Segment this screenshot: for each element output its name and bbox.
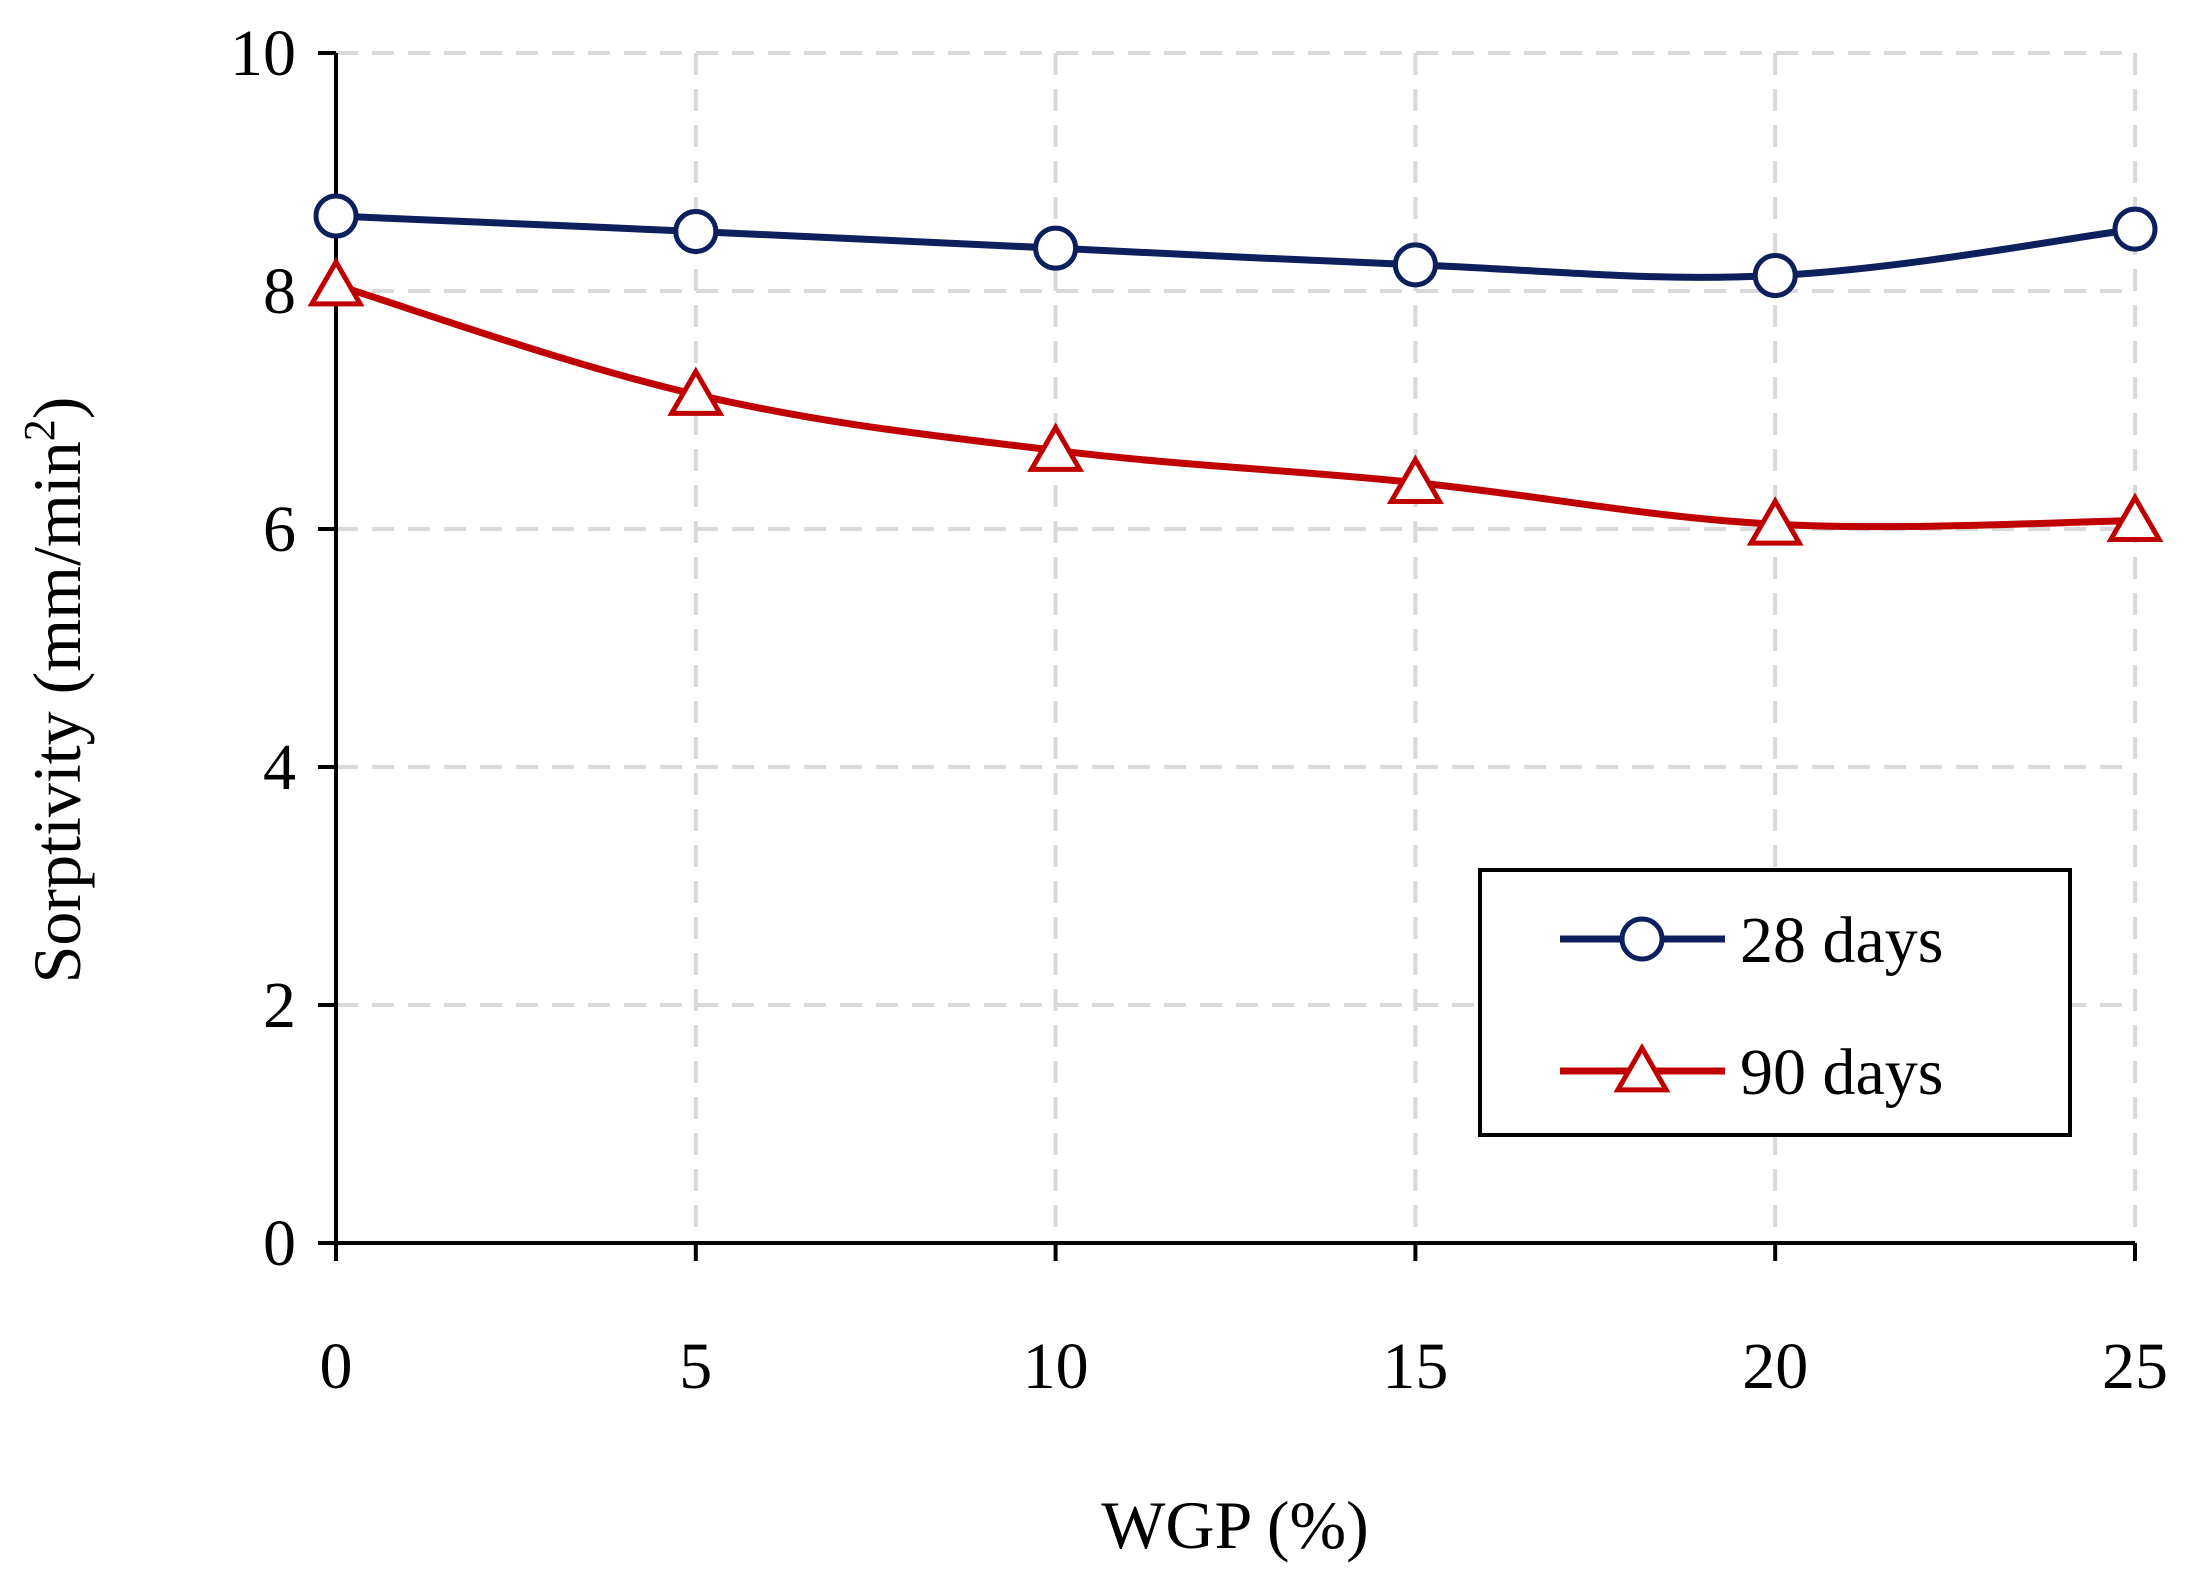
legend-label-90-days: 90 days	[1740, 1036, 1943, 1109]
legend-item-28-days: 28 days	[1560, 904, 1943, 977]
y-tick-label-8: 8	[263, 255, 296, 328]
series-90-days	[307, 257, 2164, 546]
legend-marker-28-days	[1619, 916, 1665, 962]
data-point-28-days-10	[1033, 225, 1079, 271]
series-line-90-days	[332, 281, 2139, 531]
data-point-28-days-5	[673, 209, 719, 254]
data-point-90-days-25	[2106, 492, 2164, 543]
x-tick-label-0: 0	[320, 1330, 353, 1403]
y-axis-title-main: Sorptivity (mm/min	[19, 441, 95, 983]
data-point-28-days-25	[2112, 206, 2158, 252]
x-tick-label-25: 25	[2102, 1330, 2168, 1403]
data-point-28-days-20	[1752, 253, 1798, 299]
legend: 28 days 90 days	[1478, 868, 2072, 1137]
x-tick-label-15: 15	[1382, 1330, 1448, 1403]
series-28-days	[313, 193, 2158, 299]
y-tick-label-6: 6	[263, 493, 296, 566]
legend-item-90-days: 90 days	[1560, 1036, 1943, 1109]
x-tick-label-10: 10	[1023, 1330, 1089, 1403]
x-tick-label-20: 20	[1742, 1330, 1808, 1403]
y-tick-label-2: 2	[263, 969, 296, 1042]
tick-labels: 0 2 4 6 8 10 0 5 10 15 20 25	[230, 17, 2168, 1403]
data-point-90-days-20	[1746, 496, 1804, 546]
y-tick-label-0: 0	[263, 1207, 296, 1280]
data-point-90-days-10	[1027, 422, 1085, 472]
series-line-28-days	[332, 212, 2139, 281]
y-axis-title-close: )	[19, 397, 95, 420]
x-tick-label-5: 5	[679, 1330, 712, 1403]
series	[307, 193, 2164, 546]
data-point-28-days-0	[313, 193, 359, 239]
y-tick-label-4: 4	[263, 731, 296, 804]
y-tick-label-10: 10	[230, 17, 296, 90]
legend-items: 28 days 90 days	[1560, 904, 1943, 1109]
y-axis-title-superscript: 2	[15, 419, 64, 441]
legend-marker-90-days	[1613, 1042, 1671, 1093]
x-axis-title: WGP (%)	[1101, 1487, 1369, 1563]
data-point-28-days-15	[1392, 242, 1438, 288]
legend-label-28-days: 28 days	[1740, 904, 1943, 977]
data-point-90-days-15	[1386, 454, 1444, 504]
y-axis-title: Sorptivity (mm/min2)	[15, 397, 95, 984]
data-point-90-days-5	[667, 366, 725, 416]
legend-box	[1478, 868, 2072, 1137]
data-point-90-days-0	[307, 257, 365, 307]
